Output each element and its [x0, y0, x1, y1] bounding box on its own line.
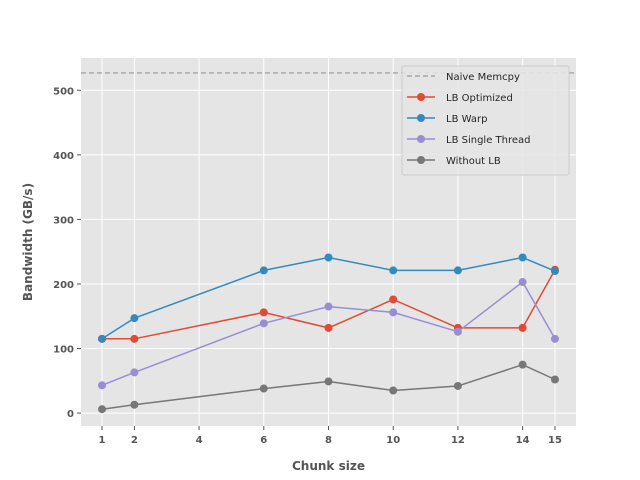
y-tick-label: 400	[53, 151, 74, 162]
data-point-without-lb	[259, 384, 268, 393]
series-lines	[98, 253, 559, 414]
y-tick-label: 300	[53, 215, 74, 226]
data-point-without-lb	[98, 405, 107, 414]
data-point-lb-single-thread	[98, 381, 107, 390]
data-point-lb-single-thread	[259, 319, 268, 328]
series-line-lb-optimized	[102, 269, 556, 340]
y-tick-label: 200	[53, 280, 74, 291]
legend-marker-without-lb	[417, 156, 425, 164]
x-tick-label: 10	[386, 435, 400, 446]
x-tick-label: 12	[451, 435, 465, 446]
series-line-lb-warp	[101, 256, 556, 340]
legend-label-without-lb: Without LB	[446, 156, 501, 167]
data-point-lb-optimized	[324, 323, 333, 332]
data-point-without-lb	[518, 360, 527, 369]
x-tick-label: 6	[260, 435, 267, 446]
legend-label-lb-warp: LB Warp	[446, 114, 487, 125]
x-tick-label: 15	[548, 435, 562, 446]
data-point-lb-warp	[518, 253, 527, 262]
data-point-lb-single-thread	[550, 334, 559, 343]
data-point-lb-warp	[389, 266, 398, 275]
data-point-lb-optimized	[259, 308, 268, 317]
data-point-without-lb	[453, 381, 462, 390]
data-point-lb-warp	[98, 334, 107, 343]
x-axis-title: Chunk size	[292, 459, 365, 473]
legend-label-lb-optimized: LB Optimized	[446, 93, 513, 104]
y-tick-label: 500	[53, 86, 74, 97]
data-point-lb-warp	[550, 267, 559, 276]
data-point-lb-single-thread	[130, 368, 139, 377]
data-point-lb-warp	[259, 266, 268, 275]
data-point-without-lb	[324, 377, 333, 386]
data-point-lb-warp	[453, 266, 462, 275]
data-point-without-lb	[550, 375, 559, 384]
y-tick-label: 0	[67, 409, 74, 420]
legend-label-naive-memcpy: Naive Memcpy	[446, 72, 520, 83]
data-point-lb-single-thread	[518, 278, 527, 287]
data-point-lb-single-thread	[453, 327, 462, 336]
series-line-without-lb	[101, 363, 556, 410]
data-point-lb-optimized	[130, 334, 139, 343]
data-point-lb-optimized	[518, 323, 527, 332]
x-tick-label: 14	[516, 435, 530, 446]
series-line-lb-single-thread	[101, 280, 556, 386]
data-point-lb-optimized	[389, 295, 398, 304]
data-point-lb-warp	[130, 314, 139, 323]
legend-label-lb-single-thread: LB Single Thread	[446, 135, 531, 146]
x-tick-label: 2	[131, 435, 138, 446]
data-point-lb-single-thread	[389, 308, 398, 317]
legend-marker-lb-single-thread	[417, 135, 425, 143]
data-point-without-lb	[389, 386, 398, 395]
legend-marker-lb-warp	[417, 114, 425, 122]
y-axis-title: Bandwidth (GB/s)	[21, 183, 35, 301]
x-tick-label: 4	[196, 435, 203, 446]
y-tick-label: 100	[53, 345, 74, 356]
legend: Naive Memcpy LB Optimized LB Warp LB Single…	[401, 65, 570, 176]
data-point-lb-single-thread	[324, 302, 333, 311]
x-tick-label: 8	[325, 435, 332, 446]
legend-marker-lb-optimized	[417, 93, 425, 101]
legend-box	[401, 65, 570, 176]
data-point-without-lb	[130, 400, 139, 409]
data-point-lb-warp	[324, 253, 333, 262]
x-tick-label: 1	[99, 435, 106, 446]
